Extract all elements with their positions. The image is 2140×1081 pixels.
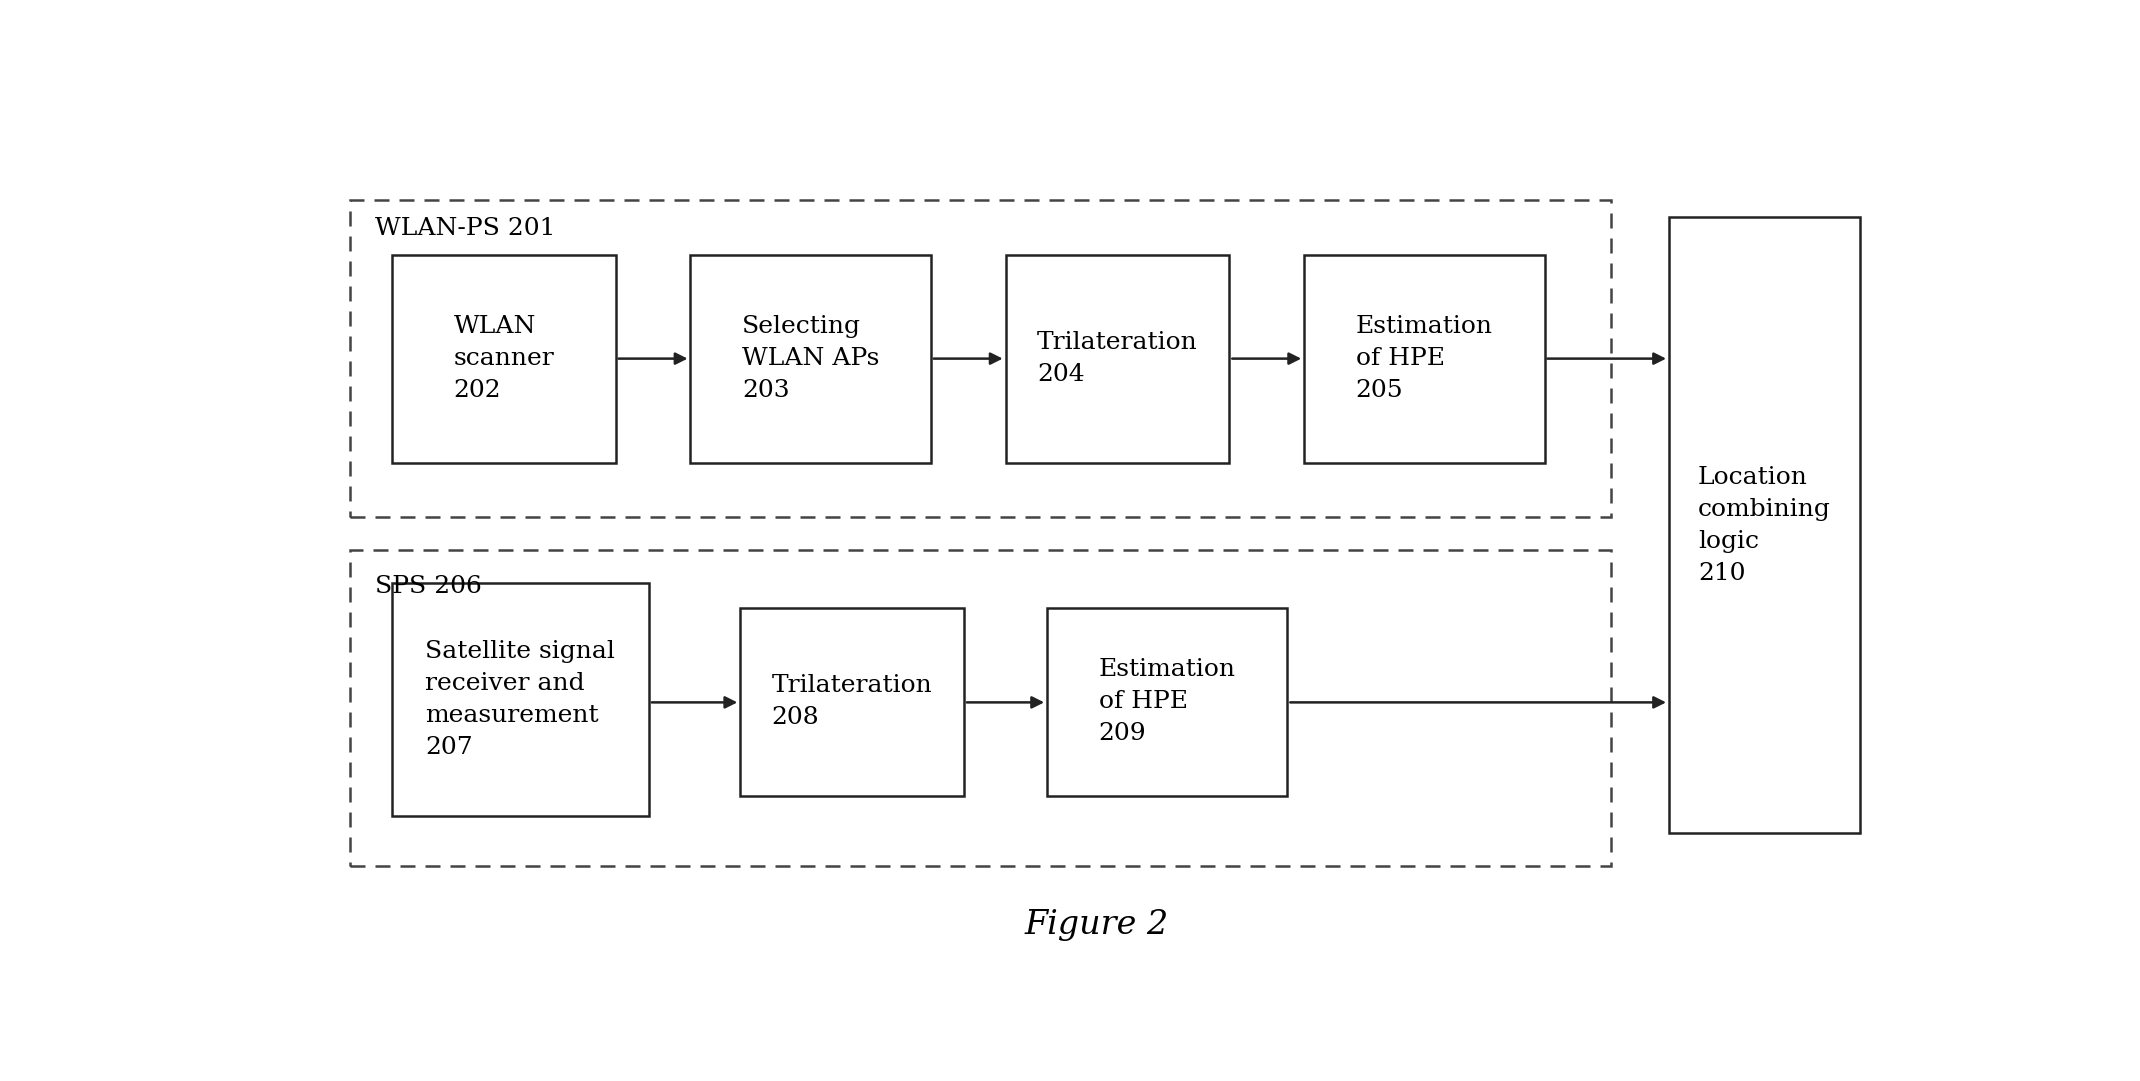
Text: Satellite signal
receiver and
measurement
207: Satellite signal receiver and measuremen… bbox=[426, 640, 616, 759]
Text: Estimation
of HPE
205: Estimation of HPE 205 bbox=[1357, 316, 1494, 402]
Text: Selecting
WLAN APs
203: Selecting WLAN APs 203 bbox=[743, 316, 880, 402]
Bar bbox=[351, 550, 1611, 866]
Bar bbox=[1006, 255, 1228, 463]
Bar bbox=[392, 255, 616, 463]
Bar bbox=[691, 255, 931, 463]
Text: Location
combining
logic
210: Location combining logic 210 bbox=[1697, 466, 1830, 585]
Bar bbox=[392, 584, 648, 816]
Text: Figure 2: Figure 2 bbox=[1025, 909, 1168, 940]
Bar bbox=[1669, 217, 1860, 833]
Bar bbox=[1303, 255, 1545, 463]
Text: Estimation
of HPE
209: Estimation of HPE 209 bbox=[1098, 658, 1235, 746]
Text: WLAN-PS 201: WLAN-PS 201 bbox=[374, 217, 556, 240]
Text: Trilateration
204: Trilateration 204 bbox=[1038, 331, 1198, 386]
Text: WLAN
scanner
202: WLAN scanner 202 bbox=[454, 316, 554, 402]
Bar bbox=[740, 609, 963, 796]
Text: SPS 206: SPS 206 bbox=[374, 575, 482, 598]
Text: Trilateration
208: Trilateration 208 bbox=[773, 675, 933, 730]
Bar bbox=[1046, 609, 1288, 796]
Bar bbox=[351, 200, 1611, 517]
